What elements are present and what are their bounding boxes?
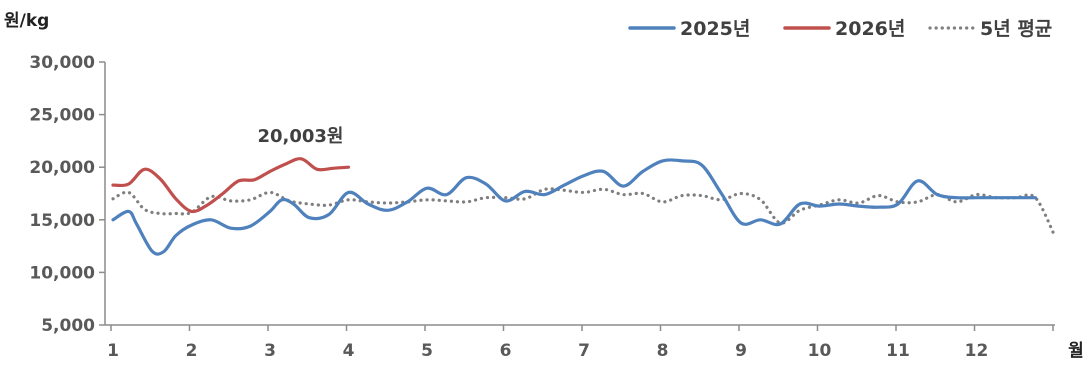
y-axis-title: 원/kg <box>4 11 49 31</box>
annotation-label: 20,003원 <box>257 126 343 147</box>
legend-label-2: 5년 평균 <box>980 18 1052 40</box>
series-lines <box>111 157 1057 256</box>
series-line-1 <box>111 157 351 214</box>
x-tick-label: 7 <box>578 341 590 361</box>
x-tick-label: 8 <box>657 341 669 361</box>
x-tick-label: 4 <box>343 341 355 361</box>
x-tick-label: 11 <box>886 341 910 361</box>
x-tick-label: 10 <box>808 341 832 361</box>
labels: 원/kg 월 20,003원 <box>4 11 1084 361</box>
y-tick-label: 30,000 <box>29 53 95 73</box>
legend: 2025년 2026년 5년 평균 <box>628 18 1052 40</box>
x-tick-label: 12 <box>965 341 989 361</box>
x-tick-label: 1 <box>107 341 119 361</box>
y-tick-label: 20,000 <box>29 158 95 178</box>
x-tick-label: 2 <box>186 341 198 361</box>
legend-label-1: 2026년 <box>835 18 905 40</box>
series-line-2 <box>111 187 1057 239</box>
x-tick-label: 6 <box>500 341 512 361</box>
y-tick-label: 10,000 <box>29 263 95 283</box>
axes <box>104 62 1055 326</box>
y-tick-label: 25,000 <box>29 106 95 126</box>
x-tick-label: 3 <box>264 341 276 361</box>
y-tick-label: 15,000 <box>29 211 95 231</box>
x-tick-label: 5 <box>421 341 433 361</box>
series-line-0 <box>111 158 1037 256</box>
x-tick-label: 9 <box>735 341 747 361</box>
x-axis-title: 월 <box>1068 341 1084 361</box>
y-tick-label: 5,000 <box>41 316 95 336</box>
legend-label-0: 2025년 <box>680 18 750 40</box>
